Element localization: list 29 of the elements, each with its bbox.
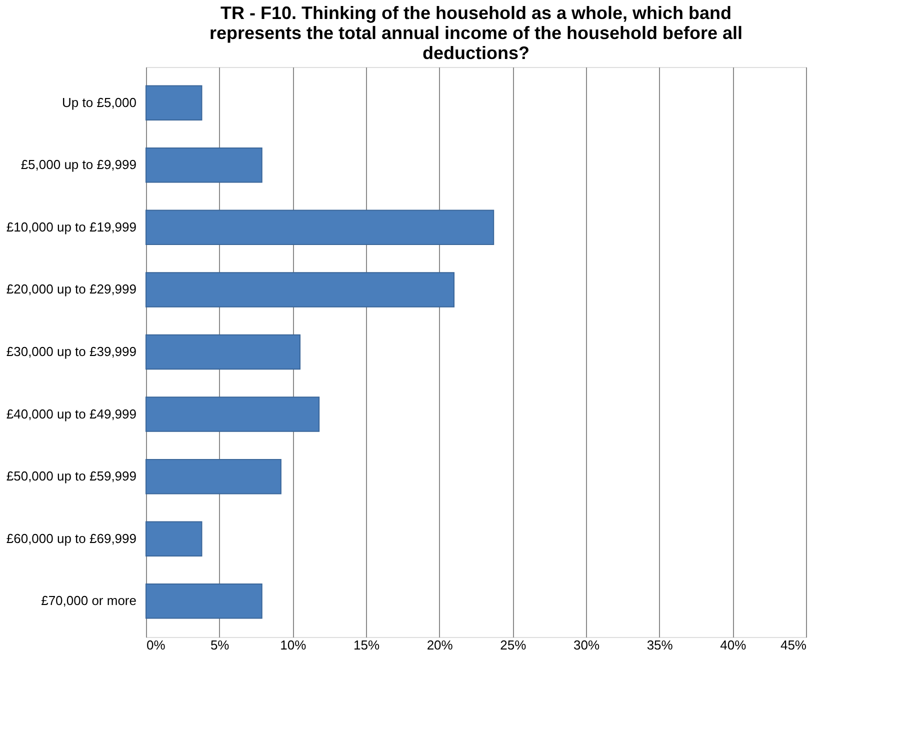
y-tick-label: £20,000 up to £29,999: [6, 282, 136, 297]
y-tick-label: £5,000 up to £9,999: [20, 157, 136, 172]
x-tick-label: 30%: [573, 638, 600, 652]
x-tick-label: 10%: [280, 638, 307, 652]
x-tick-label: 45%: [780, 638, 807, 652]
chart-title: TR - F10. Thinking of the household as a whole, which band represents the total annual income of the household before all deductions?: [209, 3, 743, 63]
bar: [146, 147, 262, 183]
bar: [146, 334, 300, 370]
x-tick-label: 20%: [426, 638, 454, 652]
bar: [146, 272, 454, 308]
x-tick-label: 0%: [146, 638, 166, 652]
bar: [146, 458, 282, 494]
x-tick-label: 35%: [646, 638, 674, 652]
y-tick-label: Up to £5,000: [62, 94, 136, 110]
x-tick-label: 40%: [720, 638, 747, 652]
y-tick-label: £30,000 up to £39,999: [6, 344, 136, 359]
y-tick-label: £70,000 or more: [41, 593, 136, 608]
x-tick-label: 25%: [500, 638, 527, 652]
y-tick-label: £40,000 up to £49,999: [6, 406, 136, 422]
bar: [146, 85, 202, 120]
bar: [146, 584, 262, 619]
bar: [146, 396, 320, 432]
y-tick-label: £50,000 up to £59,999: [6, 468, 136, 484]
bar: [146, 210, 494, 246]
y-tick-label: £60,000 up to £69,999: [6, 530, 136, 546]
bar: [146, 521, 202, 557]
x-tick-label: 5%: [210, 638, 230, 652]
x-tick-label: 15%: [353, 638, 380, 652]
y-tick-label: £10,000 up to £19,999: [6, 219, 136, 234]
